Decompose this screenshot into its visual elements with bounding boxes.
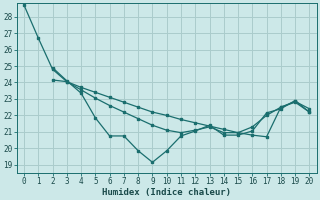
X-axis label: Humidex (Indice chaleur): Humidex (Indice chaleur): [102, 188, 231, 197]
